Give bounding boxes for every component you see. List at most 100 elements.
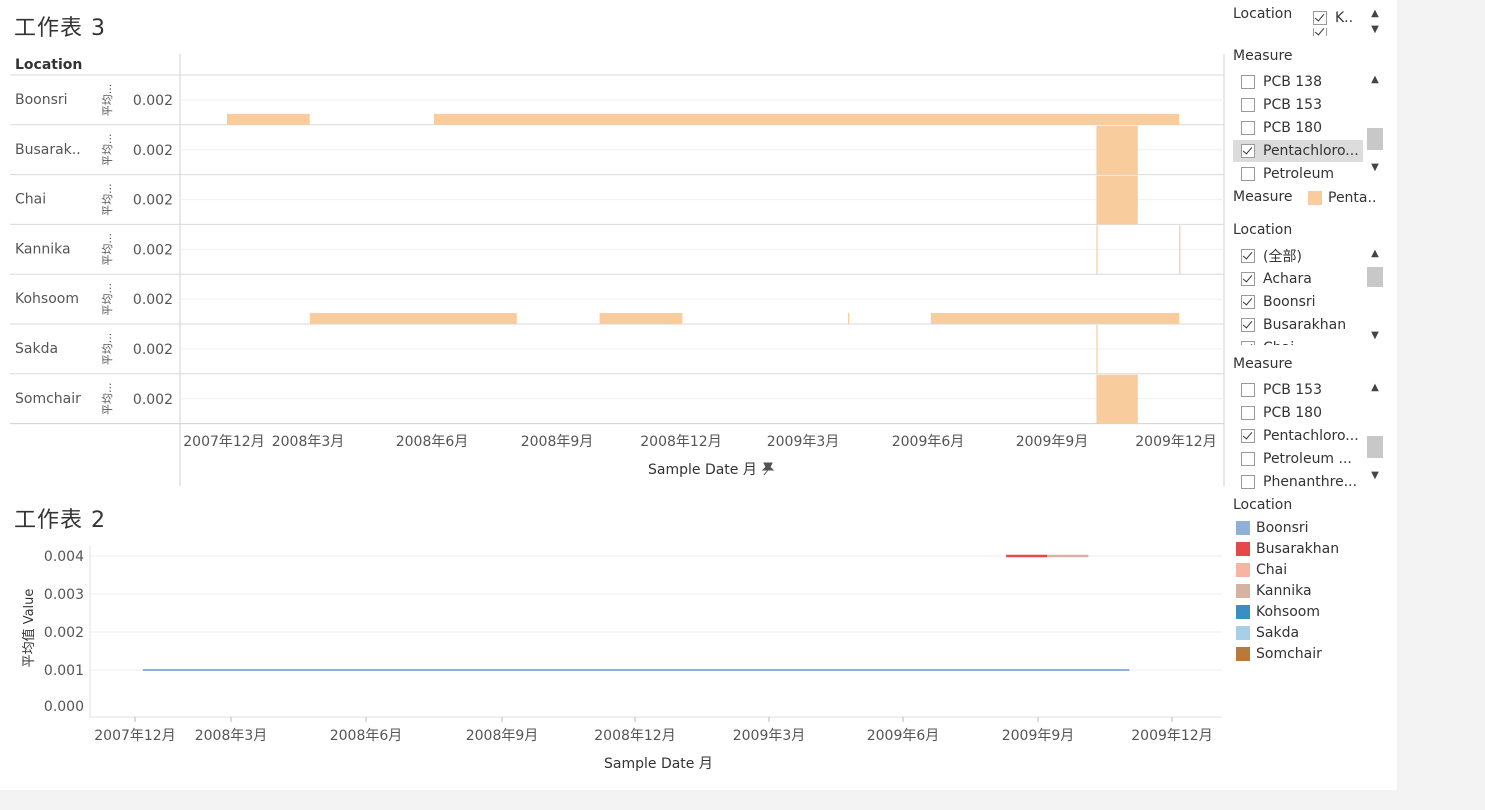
filter-item-label: PCB 180 [1263,405,1322,421]
row-header: Location [15,57,82,73]
area-mark[interactable] [227,113,310,125]
filter-item[interactable]: Pentachloro... [1233,140,1363,162]
filter-item[interactable]: (全部) [1233,245,1363,267]
area-mark[interactable] [1096,225,1098,275]
checkbox[interactable] [1241,144,1255,158]
y-tick-label: 0.003 [44,587,84,603]
scroll-down-icon[interactable]: ▼ [1371,24,1379,35]
location-filter-2-scrollbar[interactable]: ▲ ▼ [1367,247,1383,345]
scroll-up-icon[interactable]: ▲ [1371,382,1379,393]
filter-item-label: Busarakhan [1263,317,1347,333]
checkbox[interactable] [1241,318,1255,332]
filter-item[interactable]: Petroleum [1233,163,1363,181]
sheet3-chart[interactable]: Location Boonsri 0.002 平均... Busarak.. 0.002… [0,0,1225,490]
pin-icon[interactable] [761,462,775,476]
legend-item[interactable]: Somchair [1236,643,1322,664]
row-y-tick: 0.002 [133,193,173,209]
filter-item[interactable]: Pentachloro... [1233,425,1363,447]
area-mark[interactable] [309,313,517,324]
checkbox[interactable] [1241,272,1255,286]
filter-item-label: Chai [1263,340,1294,345]
filter-item[interactable]: Boonsri [1233,291,1363,313]
location-filter-2-title: Location [1233,222,1293,238]
checkbox[interactable] [1241,383,1255,397]
checkbox[interactable] [1241,341,1255,345]
checkbox[interactable] [1313,11,1327,25]
area-mark[interactable] [1096,325,1098,374]
checkbox[interactable] [1241,249,1255,263]
measure-filter-2-title: Measure [1233,356,1293,372]
legend-item[interactable]: Sakda [1236,622,1299,643]
area-mark[interactable] [434,113,1180,125]
area-mark[interactable] [848,313,850,324]
filter-item[interactable]: Phenanthre... [1233,471,1363,489]
checkbox[interactable] [1241,452,1255,466]
checkbox[interactable] [1241,475,1255,489]
x-tick-label: 2009年9月 [1002,728,1075,744]
scroll-thumb[interactable] [1367,436,1383,458]
scroll-up-icon[interactable]: ▲ [1371,8,1379,19]
checkbox[interactable] [1241,167,1255,181]
x-tick-label: 2008年6月 [396,434,469,450]
location-filter-scrollbar[interactable]: ▲ ▼ [1367,7,1383,37]
area-mark[interactable] [1096,175,1138,225]
measure-filter-2-scrollbar[interactable]: ▲ ▼ [1367,381,1383,486]
filter-item-label: PCB 180 [1263,120,1322,136]
checkbox[interactable] [1313,28,1327,36]
legend-item[interactable]: Chai [1236,559,1287,580]
legend-label: Somchair [1256,645,1322,662]
filter-item-label: Phenanthre... [1263,474,1358,489]
filter-item[interactable]: PCB 153 [1233,94,1363,116]
scroll-thumb[interactable] [1367,267,1383,287]
filter-item[interactable]: PCB 153 [1233,379,1363,401]
legend-item[interactable]: Boonsri [1236,517,1309,538]
area-mark[interactable] [1096,374,1138,424]
row-y-tick: 0.002 [133,292,173,308]
checkbox[interactable] [1241,98,1255,112]
area-mark[interactable] [930,313,1180,324]
x-tick-label: 2007年12月 [94,728,175,744]
x-tick-label: 2008年12月 [594,728,675,744]
x-tick-label: 2009年3月 [733,728,806,744]
sheet2-chart[interactable]: 0.004 0.003 0.002 0.001 0.000 2007年12月 2008年3… [0,500,1225,790]
scroll-down-icon[interactable]: ▼ [1371,162,1379,173]
checkbox[interactable] [1241,406,1255,420]
filter-item[interactable]: PCB 180 [1233,117,1363,139]
scroll-down-icon[interactable]: ▼ [1371,330,1379,341]
scroll-thumb[interactable] [1367,128,1383,150]
row-label: Boonsri [15,92,68,108]
row-label: Kohsoom [15,291,79,307]
legend-swatch [1236,541,1250,556]
location-filter-item-partial[interactable] [1305,28,1361,36]
location-filter-item[interactable]: K.. [1305,7,1361,29]
legend-item[interactable]: Busarakhan [1236,538,1339,559]
area-mark[interactable] [1179,225,1181,275]
filter-item[interactable]: Petroleum ... [1233,448,1363,470]
measure-legend-item[interactable]: Penta.. [1308,187,1376,209]
filter-item[interactable]: PCB 138 [1233,71,1363,93]
checkbox[interactable] [1241,295,1255,309]
filter-item[interactable]: PCB 180 [1233,402,1363,424]
area-mark[interactable] [1096,125,1138,175]
filter-item[interactable]: Busarakhan [1233,314,1363,336]
row-y-axis-label: 平均... [101,283,114,316]
checkbox[interactable] [1241,75,1255,89]
measure-filter-scrollbar[interactable]: ▲ ▼ [1367,73,1383,178]
legend-item[interactable]: Kohsoom [1236,601,1320,622]
checkbox[interactable] [1241,429,1255,443]
legend-swatch [1236,520,1250,535]
checkbox[interactable] [1241,121,1255,135]
x-tick-label: 2009年12月 [1131,728,1212,744]
row-y-tick: 0.002 [133,242,173,258]
row-label: Sakda [15,341,58,357]
legend-item[interactable]: Kannika [1236,580,1312,601]
location-filter-title: Location [1233,6,1293,22]
scroll-up-icon[interactable]: ▲ [1371,74,1379,85]
row-y-axis-label: 平均... [101,383,114,416]
filter-item[interactable]: Chai [1233,337,1363,345]
area-mark[interactable] [599,313,683,324]
scroll-down-icon[interactable]: ▼ [1371,470,1379,481]
scroll-up-icon[interactable]: ▲ [1371,248,1379,259]
filter-item[interactable]: Achara [1233,268,1363,290]
x-tick-label: 2008年9月 [466,728,539,744]
